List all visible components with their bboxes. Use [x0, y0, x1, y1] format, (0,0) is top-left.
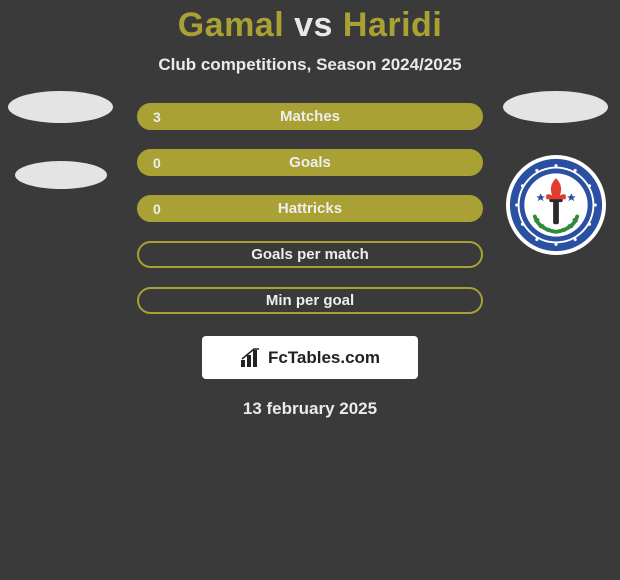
stat-bar: Goals per match	[137, 241, 483, 268]
player-photo-placeholder	[8, 91, 113, 123]
stat-label: Goals per match	[251, 246, 369, 263]
stat-left-value: 0	[153, 155, 161, 171]
player2-name: Haridi	[343, 6, 442, 44]
stat-bar: 0 Goals	[137, 149, 483, 176]
comparison-title: Gamal vs Haridi	[0, 6, 620, 45]
stat-bar: Min per goal	[137, 287, 483, 314]
stat-left-value: 3	[153, 109, 161, 125]
right-placeholders	[503, 91, 608, 255]
stat-label: Min per goal	[266, 292, 354, 309]
bars-icon	[240, 348, 262, 368]
stat-bar: 3 Matches	[137, 103, 483, 130]
player1-name: Gamal	[178, 6, 284, 44]
stat-label: Hattricks	[278, 200, 342, 217]
player-photo-placeholder	[503, 91, 608, 123]
vs-separator: vs	[294, 6, 333, 44]
infographic-root: Gamal vs Haridi Club competitions, Seaso…	[0, 0, 620, 419]
club-badge	[506, 155, 606, 255]
left-placeholders	[8, 91, 113, 189]
stat-bars: 3 Matches 0 Goals 0 Hattricks Goals per match M…	[137, 103, 483, 314]
subtitle: Club competitions, Season 2024/2025	[0, 55, 620, 75]
stat-bar: 0 Hattricks	[137, 195, 483, 222]
stats-arena: 3 Matches 0 Goals 0 Hattricks Goals per match M…	[0, 103, 620, 314]
fctables-logo: FcTables.com	[202, 336, 418, 379]
club-badge-svg	[508, 157, 604, 253]
stat-label: Matches	[280, 108, 340, 125]
snapshot-date: 13 february 2025	[0, 399, 620, 419]
logo-text: FcTables.com	[268, 348, 380, 368]
stat-label: Goals	[289, 154, 331, 171]
stat-left-value: 0	[153, 201, 161, 217]
club-logo-placeholder	[15, 161, 107, 189]
